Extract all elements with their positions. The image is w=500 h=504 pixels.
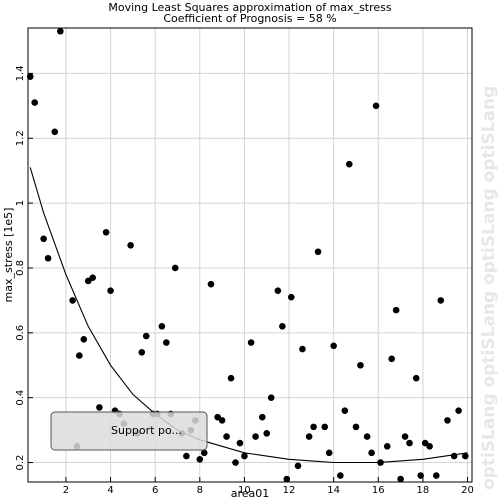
data-point xyxy=(283,475,291,483)
data-point xyxy=(258,413,266,421)
data-point xyxy=(127,241,134,249)
data-point xyxy=(69,297,76,304)
data-point xyxy=(325,449,333,457)
data-point xyxy=(345,160,353,168)
y-tick-label: 0.8 xyxy=(15,260,26,276)
data-point xyxy=(196,456,204,463)
data-point xyxy=(171,264,179,272)
data-point xyxy=(437,297,445,304)
data-point xyxy=(294,462,302,470)
data-point xyxy=(363,433,371,440)
data-point xyxy=(183,452,190,460)
data-point xyxy=(388,355,395,363)
data-point xyxy=(232,459,239,466)
x-tick-label: 6 xyxy=(152,485,158,496)
data-point xyxy=(267,394,275,401)
data-point xyxy=(57,27,64,35)
data-point xyxy=(218,417,226,424)
data-point xyxy=(433,472,440,479)
data-point xyxy=(40,235,47,243)
data-point xyxy=(107,287,114,294)
x-axis-label: area01 xyxy=(231,487,270,500)
data-point xyxy=(287,293,295,301)
data-point xyxy=(406,439,413,447)
data-point xyxy=(368,449,375,457)
x-tick-label: 18 xyxy=(417,485,430,496)
data-point xyxy=(158,323,166,330)
data-point xyxy=(236,439,244,447)
data-point xyxy=(44,254,52,262)
data-point xyxy=(377,459,384,466)
y-tick-label: 0.6 xyxy=(15,325,26,341)
data-point xyxy=(138,348,146,356)
data-point xyxy=(142,332,150,340)
data-point xyxy=(401,433,409,440)
data-point xyxy=(372,102,380,110)
plot-frame xyxy=(27,27,473,483)
chart-title: Moving Least Squares approximation of ma… xyxy=(108,1,392,14)
x-tick-label: 8 xyxy=(197,485,203,496)
data-point xyxy=(412,374,420,382)
y-tick-label: 1.2 xyxy=(15,130,26,146)
tooltip-text: Support po... xyxy=(111,424,182,437)
data-point xyxy=(417,472,424,479)
data-point xyxy=(163,339,170,346)
data-point xyxy=(455,407,462,414)
x-tick-label: 16 xyxy=(372,485,385,496)
tooltip-box xyxy=(50,411,208,451)
x-tick-label: 10 xyxy=(238,485,251,496)
data-point xyxy=(450,452,458,460)
data-point xyxy=(397,475,404,483)
data-point xyxy=(321,423,329,431)
data-point xyxy=(352,423,360,431)
data-point xyxy=(80,336,88,343)
data-point xyxy=(247,339,255,346)
data-point xyxy=(462,452,469,460)
x-tick-label: 20 xyxy=(461,485,474,496)
data-point xyxy=(337,472,344,479)
data-point xyxy=(279,323,286,330)
data-point xyxy=(51,128,59,136)
data-point xyxy=(341,407,349,414)
data-point xyxy=(89,274,97,282)
data-point xyxy=(383,443,391,450)
data-point xyxy=(227,374,235,382)
data-point xyxy=(31,99,38,106)
data-point xyxy=(26,73,34,80)
data-point xyxy=(305,433,313,440)
data-point xyxy=(330,342,337,350)
data-point xyxy=(200,449,208,457)
x-tick-label: 4 xyxy=(107,485,113,496)
data-point xyxy=(96,404,103,411)
data-point xyxy=(102,229,110,236)
y-tick-label: 0.4 xyxy=(15,390,26,406)
data-point xyxy=(76,352,83,359)
y-axis-label: max_stress [1e5] xyxy=(2,208,15,303)
data-point xyxy=(357,361,364,369)
data-point xyxy=(299,345,306,353)
data-point xyxy=(263,430,271,437)
data-point xyxy=(392,306,400,314)
x-tick-label: 14 xyxy=(327,485,340,496)
data-point xyxy=(241,452,248,460)
chart-subtitle: Coefficient of Prognosis = 58 % xyxy=(163,12,337,25)
watermark-text: optiSLang optiSLang optiSLang optiSLang xyxy=(479,86,499,490)
x-tick-label: 12 xyxy=(283,485,296,496)
data-point xyxy=(426,443,433,450)
y-tick-label: 0.2 xyxy=(15,455,26,471)
data-point xyxy=(223,433,230,440)
data-point xyxy=(252,433,259,440)
y-tick-label: 1.4 xyxy=(15,65,26,81)
x-tick-label: 2 xyxy=(63,485,69,496)
data-point xyxy=(207,280,215,288)
y-tick-label: 1 xyxy=(15,200,26,206)
data-point xyxy=(274,287,282,294)
data-point xyxy=(444,417,451,424)
data-point xyxy=(310,423,317,431)
data-point xyxy=(314,248,322,256)
